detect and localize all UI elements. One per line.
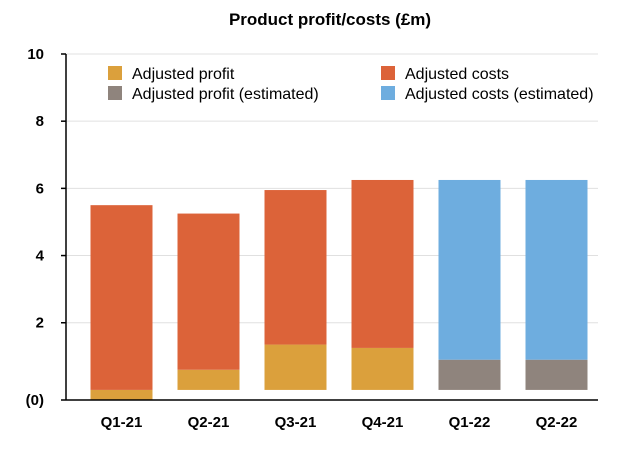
y-tick-label: 8 (36, 113, 44, 130)
legend-swatch (108, 86, 122, 100)
x-tick-labels: Q1-21 Q2-21 Q3-21 Q4-21 Q1-22 Q2-22 (101, 414, 578, 431)
bar-adjusted-profit-q3-21 (264, 344, 327, 390)
bar-adjusted-costs-estimated-q2-22 (525, 179, 588, 360)
bar-adjusted-profit-estimated-q1-22 (438, 359, 501, 390)
legend-swatch (108, 66, 122, 80)
x-tick-label: Q4-21 (362, 414, 404, 431)
x-tick-label: Q2-21 (188, 414, 230, 431)
bar-adjusted-profit-q1-21 (90, 389, 153, 400)
bar-adjusted-costs-q1-21 (90, 205, 153, 390)
chart-title: Product profit/costs (£m) (229, 10, 431, 29)
legend-label: Adjusted profit (132, 66, 235, 83)
legend-swatch (381, 86, 395, 100)
x-tick-label: Q1-21 (101, 414, 143, 431)
legend-label: Adjusted costs (405, 66, 509, 83)
gridlines (66, 53, 598, 324)
bar-adjusted-profit-q4-21 (351, 347, 414, 390)
x-tick-label: Q2-22 (536, 414, 578, 431)
bars (90, 179, 588, 400)
y-tick-label: 4 (36, 248, 45, 265)
bar-adjusted-costs-q4-21 (351, 179, 414, 348)
y-tick-label: 6 (36, 180, 44, 197)
axes (61, 53, 598, 401)
bar-adjusted-profit-q2-21 (177, 369, 240, 390)
x-tick-label: Q3-21 (275, 414, 317, 431)
y-tick-label: (0) (26, 392, 44, 409)
x-tick-label: Q1-22 (449, 414, 491, 431)
legend-label: Adjusted profit (estimated) (132, 86, 319, 103)
y-tick-labels: (0) 2 4 6 8 10 (26, 46, 45, 409)
y-tick-label: 2 (36, 315, 44, 332)
legend-swatch (381, 66, 395, 80)
bar-adjusted-profit-estimated-q2-22 (525, 359, 588, 390)
y-tick-label: 10 (27, 46, 44, 63)
bar-adjusted-costs-estimated-q1-22 (438, 179, 501, 360)
legend-label: Adjusted costs (estimated) (405, 86, 594, 103)
bar-adjusted-costs-q2-21 (177, 213, 240, 370)
legend: Adjusted profit Adjusted costs Adjusted pr… (108, 66, 594, 103)
bar-adjusted-costs-q3-21 (264, 190, 327, 345)
